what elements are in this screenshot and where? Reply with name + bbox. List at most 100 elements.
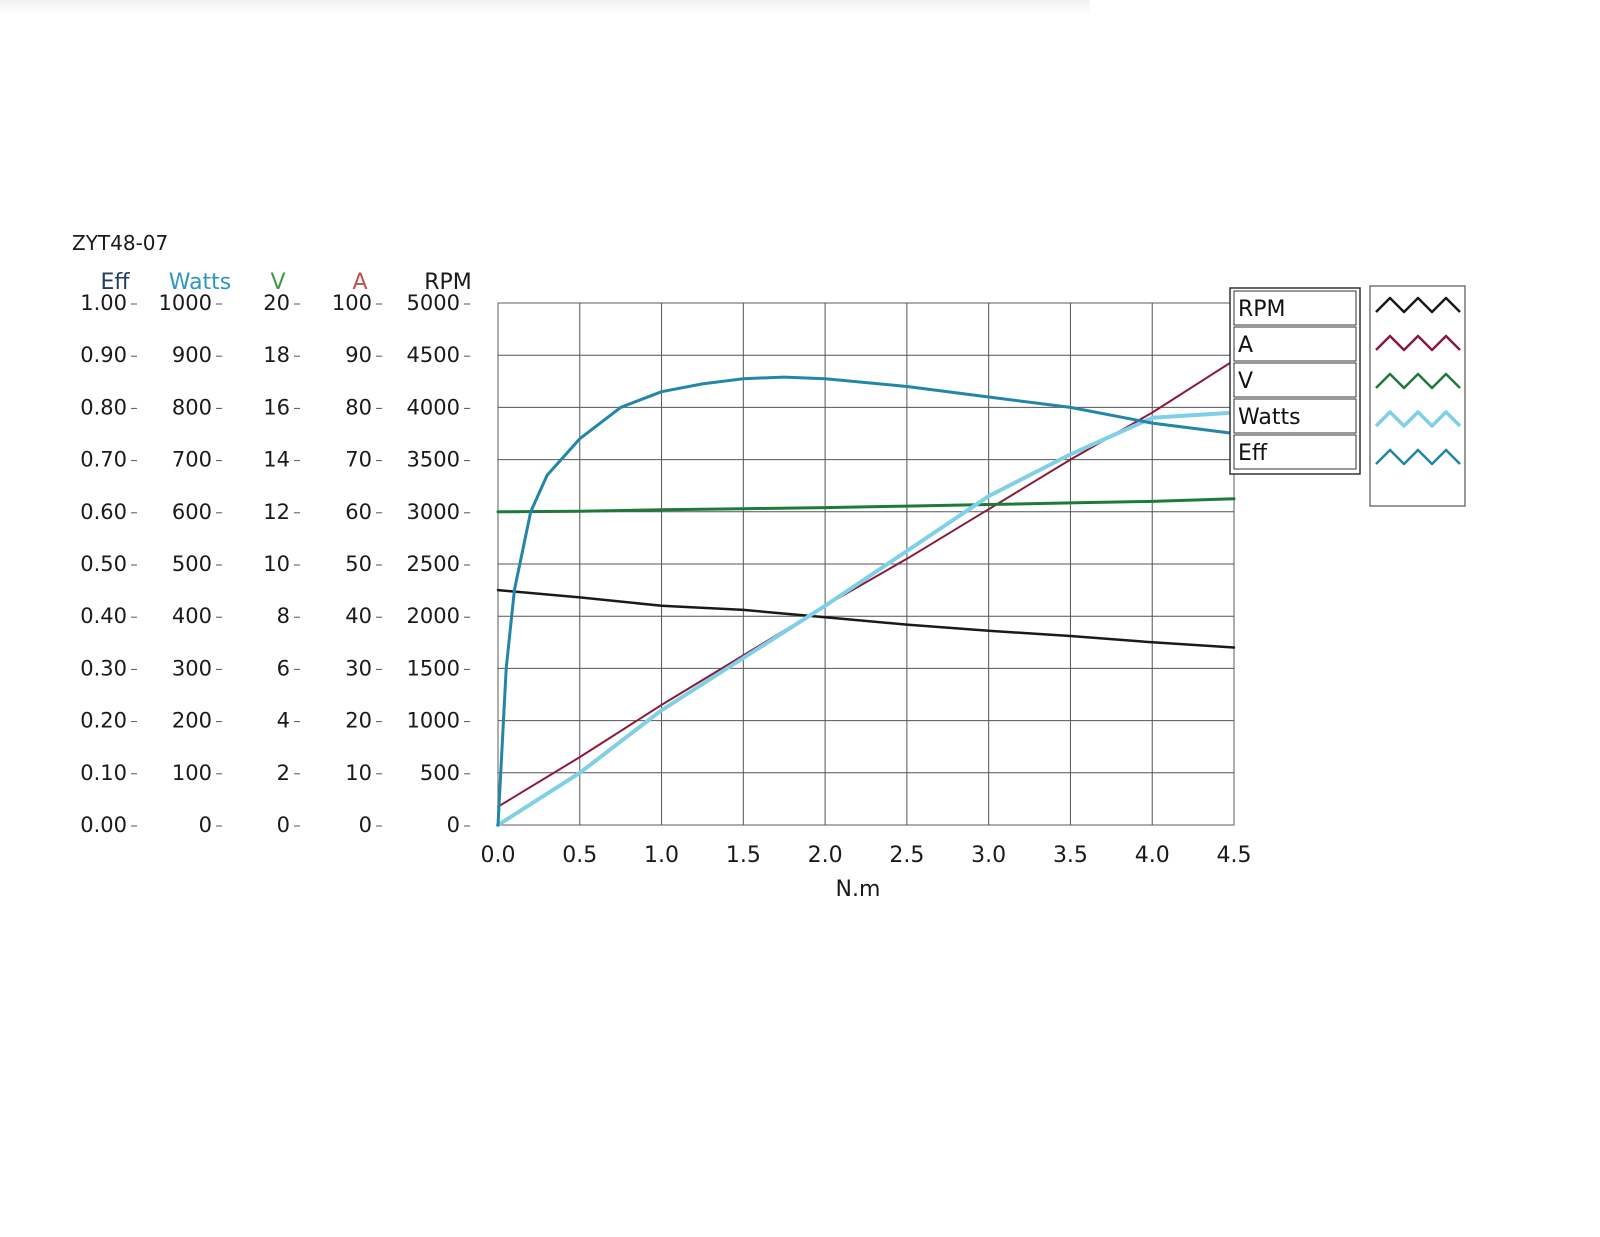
- legend-swatch-v: [1375, 372, 1461, 390]
- y-tick-label: 0: [277, 813, 290, 837]
- series-line-v: [496, 497, 1236, 514]
- y-tick-label: 0.00: [80, 813, 127, 837]
- x-tick-label: 2.0: [808, 843, 843, 868]
- y-tick-label: 800: [172, 395, 212, 419]
- y-tick-label: 12: [263, 500, 290, 524]
- y-tick-label: 1500: [407, 656, 460, 680]
- y-tick-label: 100: [332, 291, 372, 315]
- y-tick-label: 100: [172, 761, 212, 785]
- y-tick-label: 0.90: [80, 343, 127, 367]
- y-tick-label: 0: [359, 813, 372, 837]
- y-tick-label: 14: [263, 448, 290, 472]
- y-tick-label: 300: [172, 656, 212, 680]
- y-tick-label: 2000: [407, 604, 460, 628]
- legend-box: [1229, 287, 1361, 475]
- legend-swatch-rpm: [1375, 296, 1461, 314]
- series-line-watts: [496, 410, 1236, 827]
- y-tick-label: 10: [263, 552, 290, 576]
- chart-title: ZYT48-07: [72, 231, 168, 255]
- y-tick-label: 3500: [407, 448, 460, 472]
- y-tick-label: 16: [263, 395, 290, 419]
- x-tick-label: 4.5: [1217, 843, 1252, 868]
- axis-header-v: V: [270, 270, 285, 295]
- y-tick-label: 0.60: [80, 500, 127, 524]
- y-tick-label: 0.40: [80, 604, 127, 628]
- y-tick-label: 80: [345, 395, 372, 419]
- x-tick-label: 1.0: [644, 843, 679, 868]
- legend-swatch-box: [1369, 285, 1466, 507]
- y-tick-label: 5000: [407, 291, 460, 315]
- legend-row: [1233, 290, 1357, 326]
- x-tick-label: 0.0: [481, 843, 516, 868]
- y-tick-label: 4500: [407, 343, 460, 367]
- y-tick-label: 4: [277, 709, 290, 733]
- legend-swatch-watts: [1374, 410, 1462, 428]
- y-tick-label: 500: [420, 761, 460, 785]
- y-tick-label: 30: [345, 656, 372, 680]
- series-line-a: [497, 359, 1235, 808]
- series-line-eff: [496, 375, 1236, 827]
- y-tick-label: 70: [345, 448, 372, 472]
- y-tick-label: 10: [345, 761, 372, 785]
- legend-row: [1233, 326, 1357, 362]
- grid: [498, 303, 1234, 825]
- legend: RPM AV Watts Eff: [1229, 285, 1466, 507]
- y-tick-label: 1.00: [80, 291, 127, 315]
- axis-header-eff: Eff: [100, 270, 130, 295]
- y-tick-label: 90: [345, 343, 372, 367]
- y-tick-label: 40: [345, 604, 372, 628]
- legend-label-watts: Watts: [1238, 405, 1301, 430]
- y-tick-label: 0.50: [80, 552, 127, 576]
- y-tick-label: 6: [277, 656, 290, 680]
- y-tick-label: 50: [345, 552, 372, 576]
- legend-label-rpm: RPM: [1238, 297, 1286, 322]
- legend-row: [1233, 362, 1357, 398]
- y-tick-label: 0: [447, 813, 460, 837]
- legend-label-a: A: [1238, 333, 1253, 358]
- y-tick-label: 1000: [407, 709, 460, 733]
- y-tick-label: 0.70: [80, 448, 127, 472]
- y-axes: Eff 0.00 0.10 0.20 0.30 0.40 0.50 0.60 0.70 0.80 0…: [80, 270, 472, 837]
- x-tick-label: 4.0: [1135, 843, 1170, 868]
- axis-header-watts: Watts: [169, 270, 232, 295]
- scan-edge: [0, 0, 1090, 14]
- y-tick-label: 0: [199, 813, 212, 837]
- legend-row: [1233, 434, 1357, 470]
- y-tick-label: 3000: [407, 500, 460, 524]
- legend-row: [1233, 398, 1357, 434]
- x-tick-label: 2.5: [889, 843, 924, 868]
- y-tick-label: 900: [172, 343, 212, 367]
- legend-swatch-eff: [1375, 448, 1461, 466]
- y-tick-label: 2: [277, 761, 290, 785]
- y-tick-label: 200: [172, 709, 212, 733]
- x-tick-label: 1.5: [726, 843, 761, 868]
- y-tick-label: 60: [345, 500, 372, 524]
- y-tick-label: 600: [172, 500, 212, 524]
- legend-label-eff: Eff: [1238, 441, 1268, 466]
- y-tick-label: 700: [172, 448, 212, 472]
- y-tick-label: 400: [172, 604, 212, 628]
- y-tick-label: 0.30: [80, 656, 127, 680]
- legend-swatch-a: [1375, 334, 1461, 352]
- y-tick-label: 20: [263, 291, 290, 315]
- y-tick-label: 0.10: [80, 761, 127, 785]
- axis-header-a: A: [352, 270, 367, 295]
- y-tick-label: 4000: [407, 395, 460, 419]
- legend-label-v: V: [1238, 369, 1253, 394]
- y-tick-label: 8: [277, 604, 290, 628]
- y-tick-label: 2500: [407, 552, 460, 576]
- y-tick-label: 18: [263, 343, 290, 367]
- x-axis-label: N.m: [836, 877, 881, 902]
- y-tick-label: 0.80: [80, 395, 127, 419]
- x-axis: 0.0 0.5 1.0 1.5 2.0 2.5 3.0 3.5 4.0 4.5: [481, 843, 1252, 868]
- x-tick-label: 0.5: [562, 843, 597, 868]
- y-tick-label: 500: [172, 552, 212, 576]
- series-line-rpm: [496, 588, 1236, 649]
- y-tick-label: 20: [345, 709, 372, 733]
- axis-header-rpm: RPM: [424, 270, 472, 295]
- x-tick-label: 3.5: [1053, 843, 1088, 868]
- y-tick-label: 0.20: [80, 709, 127, 733]
- y-tick-label: 1000: [159, 291, 212, 315]
- x-tick-label: 3.0: [971, 843, 1006, 868]
